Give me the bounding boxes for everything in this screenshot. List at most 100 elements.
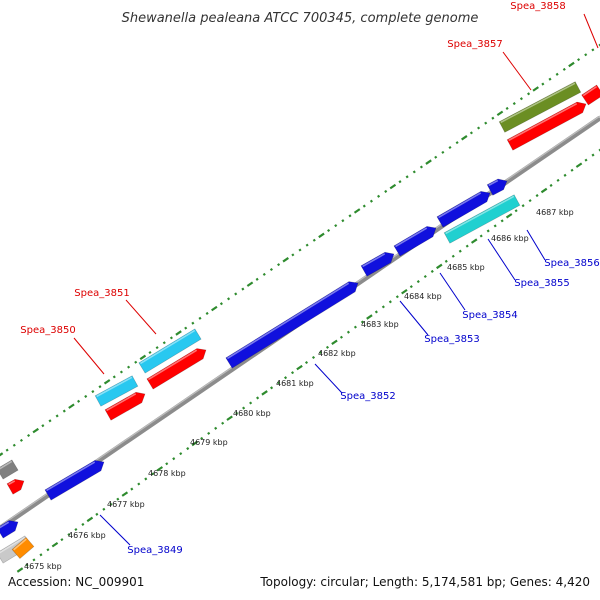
- inner-ring-tick: [121, 491, 129, 497]
- inner-ring-tick: [46, 548, 50, 552]
- inner-ring-tick: [256, 396, 260, 400]
- kbp-label: 4675 kbp: [24, 562, 62, 571]
- outer-ring-tick: [139, 354, 147, 361]
- kbp-label: 4685 kbp: [447, 263, 485, 272]
- outer-ring-tick: [598, 43, 600, 47]
- outer-ring-tick: [425, 159, 432, 165]
- outer-ring-tick: [412, 170, 416, 174]
- inner-ring-tick: [339, 335, 343, 339]
- inner-ring-tick: [67, 533, 71, 537]
- inner-ring-tick: [221, 421, 225, 425]
- downstream-blue-feature: [0, 520, 19, 539]
- inner-ring-tick: [401, 288, 408, 295]
- outer-ring-tick: [348, 214, 352, 218]
- inner-ring-tick: [207, 431, 211, 435]
- spea-3849-feature: [44, 460, 105, 501]
- inner-ring-tick: [528, 199, 532, 203]
- inner-ring-tick: [200, 436, 204, 440]
- gene-label: Spea_3849: [127, 545, 182, 556]
- inner-ring-tick: [470, 238, 478, 244]
- outer-ring-tick: [477, 126, 481, 130]
- inner-ring-tick: [381, 305, 385, 309]
- outer-ring-tick: [461, 135, 468, 141]
- leader-line: [125, 299, 157, 335]
- inner-ring-tick: [226, 415, 233, 421]
- map-title: Shewanella pealeana ATCC 700345, complet…: [122, 11, 479, 26]
- outer-ring-tick: [98, 385, 102, 389]
- outer-ring-tick: [27, 433, 31, 438]
- upstream-gray-feature: [0, 459, 19, 480]
- outer-ring-tick: [62, 409, 66, 413]
- outer-ring-tick: [298, 248, 302, 252]
- feature-layer: [0, 81, 600, 564]
- inner-ring-tick: [451, 254, 455, 258]
- outer-ring-tick: [389, 183, 397, 190]
- outer-ring-tick: [341, 219, 345, 223]
- kbp-label: 4680 kbp: [233, 409, 271, 418]
- spea-3850-feature: [94, 375, 139, 407]
- outer-ring-tick: [541, 82, 545, 86]
- inner-ring-tick: [346, 330, 350, 334]
- spea-3850-strand-feature: [104, 391, 146, 421]
- outer-tick-ring: [0, 43, 600, 457]
- inner-ring-tick: [514, 209, 518, 213]
- inner-ring-tick: [16, 567, 24, 573]
- outer-ring-tick: [32, 427, 39, 434]
- outer-ring-tick: [19, 438, 23, 442]
- label-leaders: [73, 13, 599, 546]
- inner-ring-tick: [575, 162, 583, 168]
- outer-ring-tick: [419, 165, 423, 169]
- inner-ring-tick: [81, 522, 85, 526]
- inner-ring-tick: [331, 339, 338, 346]
- inner-ring-tick: [570, 168, 574, 172]
- inner-ring-tick: [479, 234, 483, 238]
- inner-ring-tick: [102, 507, 106, 511]
- inner-ring-tick: [521, 204, 525, 208]
- outer-ring-tick: [12, 443, 16, 447]
- gene-label: Spea_3855: [514, 278, 569, 289]
- outer-ring-tick: [312, 238, 316, 242]
- outer-ring-tick: [241, 287, 245, 291]
- spea-3857-feature: [498, 81, 582, 133]
- inner-ring-tick: [430, 269, 434, 273]
- outer-ring-tick: [205, 311, 209, 315]
- inner-ring-tick: [556, 178, 560, 182]
- gene-label: Spea_3854: [462, 310, 517, 321]
- inner-ring-tick: [465, 244, 469, 248]
- inner-ring-tick: [86, 516, 94, 523]
- inner-ring-tick: [261, 390, 268, 396]
- inner-ring-tick: [60, 538, 64, 542]
- inner-ring-tick: [186, 447, 190, 451]
- outer-ring-tick: [255, 277, 259, 281]
- outer-ring-tick: [91, 390, 95, 394]
- outer-ring-tick: [512, 102, 516, 106]
- upstream-red-feature: [6, 478, 25, 495]
- inner-ring-tick: [172, 457, 176, 461]
- inner-ring-tick: [109, 502, 113, 506]
- leader-line: [399, 300, 429, 336]
- spea-3858-feature: [581, 84, 600, 106]
- spea-3857-strand-feature: [506, 101, 587, 151]
- outer-ring-tick: [148, 350, 152, 355]
- spea-3851-strand-feature: [146, 348, 207, 390]
- outer-ring-tick: [155, 346, 159, 350]
- inner-ring-tick: [549, 183, 553, 187]
- inner-ring-tick: [353, 325, 357, 329]
- outer-ring-tick: [68, 403, 75, 409]
- outer-ring-tick: [334, 224, 338, 228]
- inner-ring-tick: [493, 224, 497, 228]
- inner-ring-tick: [137, 482, 141, 486]
- leader-line: [583, 13, 599, 49]
- outer-ring-tick: [362, 204, 366, 208]
- gene-label: Spea_3851: [74, 288, 129, 299]
- kbp-label: 4678 kbp: [148, 469, 186, 478]
- outer-ring-tick: [318, 232, 325, 239]
- inner-ring-tick: [130, 487, 134, 491]
- inner-ring-tick: [25, 563, 29, 567]
- genome-summary-text: Topology: circular; Length: 5,174,581 bp…: [259, 575, 590, 589]
- leader-line: [73, 337, 105, 375]
- inner-ring-tick: [249, 401, 253, 405]
- gene-label: Spea_3852: [340, 391, 395, 402]
- leader-line: [487, 238, 516, 281]
- inner-ring-tick: [74, 527, 78, 532]
